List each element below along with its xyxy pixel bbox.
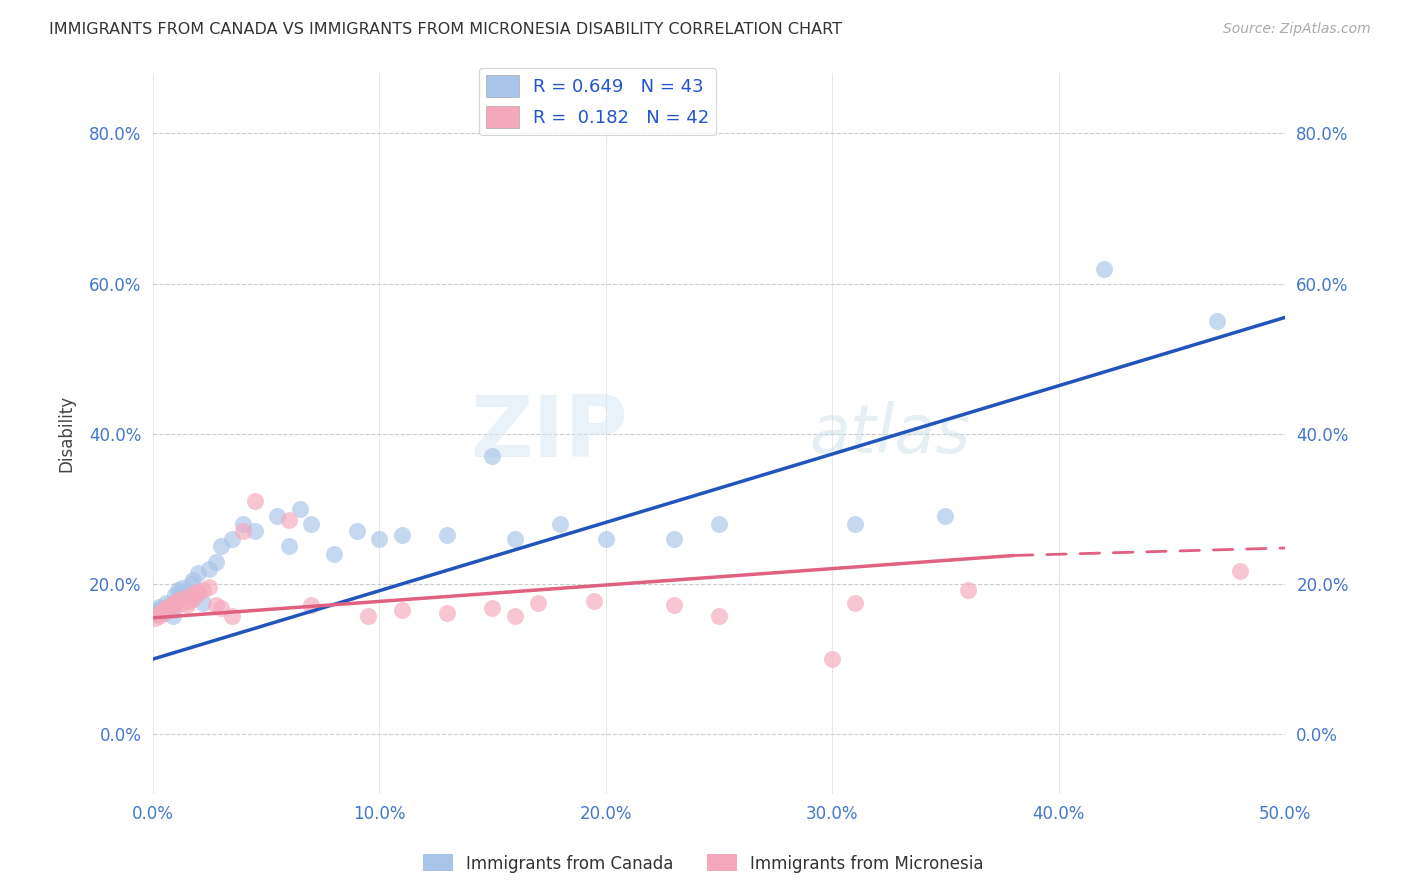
Point bbox=[209, 540, 232, 554]
Point bbox=[1206, 314, 1229, 328]
Point bbox=[162, 608, 184, 623]
Point bbox=[184, 584, 207, 599]
Point bbox=[595, 532, 617, 546]
Point bbox=[503, 608, 526, 623]
Point bbox=[277, 540, 299, 554]
Point bbox=[209, 601, 232, 615]
Point bbox=[707, 608, 730, 623]
Text: ZIP: ZIP bbox=[471, 392, 628, 475]
Point bbox=[357, 608, 380, 623]
Point bbox=[1229, 564, 1251, 578]
Point bbox=[198, 580, 221, 594]
Point bbox=[173, 591, 195, 605]
Point bbox=[243, 494, 266, 508]
Point bbox=[503, 532, 526, 546]
Point bbox=[187, 586, 209, 600]
Point bbox=[299, 516, 322, 531]
Point bbox=[288, 502, 311, 516]
Legend: R = 0.649   N = 43, R =  0.182   N = 42: R = 0.649 N = 43, R = 0.182 N = 42 bbox=[479, 68, 717, 136]
Point bbox=[180, 577, 202, 591]
Point bbox=[844, 596, 866, 610]
Point bbox=[166, 582, 188, 597]
Point bbox=[169, 586, 191, 600]
Point bbox=[662, 532, 685, 546]
Text: IMMIGRANTS FROM CANADA VS IMMIGRANTS FROM MICRONESIA DISABILITY CORRELATION CHAR: IMMIGRANTS FROM CANADA VS IMMIGRANTS FRO… bbox=[49, 22, 842, 37]
Point bbox=[143, 611, 166, 625]
Point bbox=[957, 582, 980, 597]
Point bbox=[177, 593, 200, 607]
Point bbox=[159, 603, 181, 617]
Point bbox=[1092, 261, 1115, 276]
Point bbox=[166, 593, 188, 607]
Point bbox=[221, 532, 243, 546]
Point bbox=[436, 528, 458, 542]
Y-axis label: Disability: Disability bbox=[58, 395, 75, 473]
Point bbox=[187, 566, 209, 580]
Point bbox=[191, 582, 214, 597]
Point bbox=[146, 607, 169, 621]
Point bbox=[232, 516, 254, 531]
Point bbox=[844, 516, 866, 531]
Point bbox=[155, 596, 177, 610]
Point bbox=[934, 509, 956, 524]
Point bbox=[821, 652, 844, 666]
Point bbox=[176, 584, 198, 599]
Point bbox=[436, 606, 458, 620]
Point bbox=[146, 603, 169, 617]
Point bbox=[707, 516, 730, 531]
Point bbox=[191, 596, 214, 610]
Point bbox=[148, 599, 170, 614]
Point bbox=[232, 524, 254, 539]
Point bbox=[299, 598, 322, 612]
Point bbox=[153, 606, 176, 620]
Point bbox=[368, 532, 391, 546]
Point bbox=[346, 524, 368, 539]
Point bbox=[662, 598, 685, 612]
Point bbox=[583, 593, 606, 607]
Point bbox=[153, 603, 176, 617]
Point bbox=[180, 588, 202, 602]
Point bbox=[221, 608, 243, 623]
Point bbox=[157, 598, 180, 612]
Text: Source: ZipAtlas.com: Source: ZipAtlas.com bbox=[1223, 22, 1371, 37]
Legend: Immigrants from Canada, Immigrants from Micronesia: Immigrants from Canada, Immigrants from … bbox=[416, 847, 990, 880]
Point bbox=[150, 606, 173, 620]
Point bbox=[550, 516, 572, 531]
Point bbox=[155, 601, 177, 615]
Point bbox=[143, 607, 166, 621]
Point bbox=[205, 598, 228, 612]
Point bbox=[172, 581, 194, 595]
Point bbox=[157, 599, 180, 614]
Point bbox=[183, 592, 205, 607]
Point bbox=[148, 608, 170, 623]
Point bbox=[322, 547, 344, 561]
Point bbox=[391, 603, 413, 617]
Point bbox=[198, 562, 221, 576]
Point bbox=[481, 450, 503, 464]
Point bbox=[162, 603, 184, 617]
Point bbox=[205, 554, 228, 568]
Point bbox=[169, 592, 191, 607]
Point bbox=[391, 528, 413, 542]
Point bbox=[183, 574, 205, 588]
Point bbox=[165, 588, 187, 602]
Point bbox=[243, 524, 266, 539]
Point bbox=[150, 601, 173, 615]
Point bbox=[266, 509, 288, 524]
Point bbox=[526, 596, 548, 610]
Point bbox=[277, 513, 299, 527]
Text: atlas: atlas bbox=[810, 401, 970, 467]
Point bbox=[159, 598, 181, 612]
Point bbox=[176, 598, 198, 612]
Point bbox=[481, 601, 503, 615]
Point bbox=[172, 596, 194, 610]
Point bbox=[165, 596, 187, 610]
